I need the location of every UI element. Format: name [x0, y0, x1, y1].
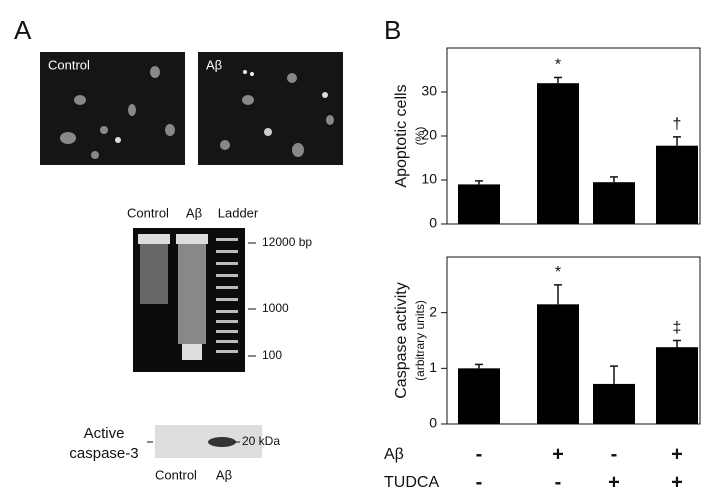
panel-label: B	[384, 15, 401, 45]
lane-label: Ladder	[218, 205, 259, 220]
y-axis-title: Caspase activity	[393, 282, 410, 399]
y-axis-unit: (%)	[413, 127, 427, 146]
y-axis-title: Apoptotic cells	[393, 84, 410, 187]
bar	[593, 182, 635, 224]
lane-label: Aβ	[186, 205, 202, 220]
bar	[458, 184, 500, 224]
blot-label: Active	[84, 425, 125, 442]
micrograph-label: Aβ	[206, 57, 222, 72]
y-tick-label: 2	[429, 303, 437, 319]
y-tick-label: 1	[429, 359, 437, 375]
smear	[178, 244, 206, 344]
condition-sign: -	[611, 443, 618, 465]
condition-sign: +	[552, 443, 564, 465]
y-tick-label: 10	[421, 171, 437, 187]
band	[138, 234, 170, 244]
lane-label: Aβ	[216, 467, 232, 482]
bar	[537, 83, 579, 224]
y-axis-unit: (arbitrary units)	[413, 300, 427, 381]
nuclei	[220, 70, 334, 157]
size-marker: 12000 bp	[262, 235, 312, 249]
micrograph-label: Control	[48, 57, 90, 72]
bar	[458, 368, 500, 424]
bar	[537, 304, 579, 424]
panel-label: A	[14, 15, 32, 45]
bar	[656, 347, 698, 424]
ladder	[216, 238, 238, 353]
blot-label: caspase-3	[69, 445, 138, 462]
condition-sign: +	[671, 443, 683, 465]
significance-mark: †	[673, 116, 682, 133]
condition-label: TUDCA	[384, 474, 439, 491]
significance-mark: ‡	[673, 320, 682, 337]
significance-mark: *	[555, 264, 561, 281]
size-marker: 20 kDa	[242, 434, 280, 448]
size-marker: 100	[262, 348, 282, 362]
condition-sign: -	[555, 471, 562, 493]
condition-sign: -	[476, 471, 483, 493]
condition-sign: -	[476, 443, 483, 465]
band	[176, 234, 208, 244]
blot-band	[208, 437, 236, 447]
condition-sign: +	[608, 471, 620, 493]
bar	[593, 383, 635, 424]
size-marker: 1000	[262, 301, 289, 315]
lane-label: Control	[155, 467, 197, 482]
y-tick-label: 0	[429, 415, 437, 431]
significance-mark: *	[555, 57, 561, 74]
smear	[182, 344, 202, 360]
condition-sign: +	[671, 471, 683, 493]
y-tick-label: 30	[421, 83, 437, 99]
y-tick-label: 20	[421, 127, 437, 143]
lane-label: Control	[127, 205, 169, 220]
micrograph	[40, 52, 185, 165]
marker-ticks	[248, 242, 256, 357]
condition-label: Aβ	[384, 446, 404, 463]
bar	[656, 145, 698, 224]
y-tick-label: 0	[429, 215, 437, 231]
smear	[140, 244, 168, 304]
